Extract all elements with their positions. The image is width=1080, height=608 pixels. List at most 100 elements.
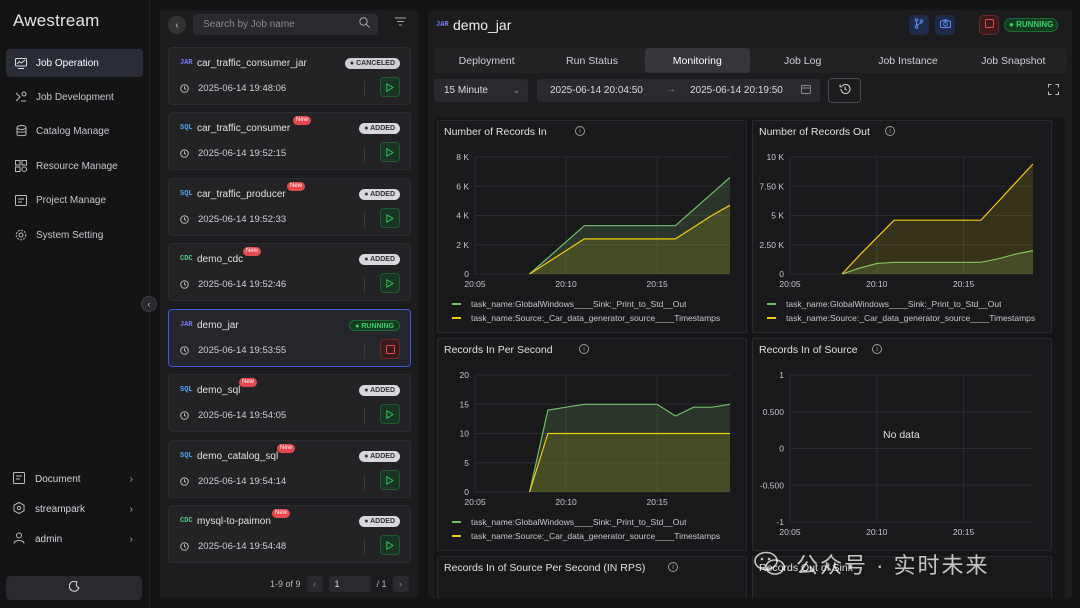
branch-button[interactable] xyxy=(909,15,929,35)
start-job-button[interactable] xyxy=(380,77,400,97)
stop-job-button[interactable] xyxy=(380,339,400,359)
job-card[interactable]: CDC demo_cdc New ● ADDED 2025-06-14 19:52:46 xyxy=(168,243,411,301)
new-badge: New xyxy=(272,509,291,518)
history-button[interactable] xyxy=(828,78,861,103)
status-badge: ● ADDED xyxy=(359,385,400,396)
chevron-right-icon: › xyxy=(129,503,133,515)
legend-swatch xyxy=(452,303,461,305)
pagination: 1-9 of 9 ‹ 1 / 1 › xyxy=(270,576,409,592)
clock-icon xyxy=(180,280,189,291)
y-tick-label: 0 xyxy=(464,269,469,279)
job-card[interactable]: CDC mysql-to-paimon New ● ADDED 2025-06-14 1… xyxy=(168,505,411,563)
fullscreen-button[interactable] xyxy=(1044,82,1062,100)
x-tick-label: 20:05 xyxy=(464,497,486,507)
search-box xyxy=(193,14,378,35)
legend-label: task_name:Source:_Car_data_generator_sou… xyxy=(786,313,1036,323)
start-job-button[interactable] xyxy=(380,208,400,228)
sidebar-collapse-button[interactable]: ‹ xyxy=(141,296,157,312)
job-card[interactable]: JAR car_traffic_consumer_jar ● CANCELED 202… xyxy=(168,47,411,105)
start-job-button[interactable] xyxy=(380,535,400,555)
x-tick-label: 20:15 xyxy=(953,527,975,537)
divider xyxy=(364,146,365,162)
job-type-tag: SQL xyxy=(180,386,193,394)
y-tick-label: 4 K xyxy=(456,211,469,221)
info-icon[interactable]: i xyxy=(872,344,882,354)
job-type-tag: SQL xyxy=(180,452,193,460)
code-icon xyxy=(15,91,27,103)
job-card[interactable]: SQL car_traffic_consumer New ● ADDED 2025-06… xyxy=(168,112,411,170)
stop-icon xyxy=(385,344,395,354)
stop-button[interactable] xyxy=(979,15,999,35)
sidebar-item-streampark[interactable]: streampark › xyxy=(6,497,143,521)
info-icon[interactable]: i xyxy=(668,562,678,572)
sidebar-item-catalog-manage[interactable]: Catalog Manage xyxy=(6,117,143,145)
x-tick-label: 20:15 xyxy=(647,279,669,289)
tab-job-instance[interactable]: Job Instance xyxy=(878,54,938,67)
prev-page-button[interactable]: ‹ xyxy=(306,576,323,592)
x-tick-label: 20:15 xyxy=(953,279,975,289)
search-icon[interactable] xyxy=(359,17,370,31)
job-card[interactable]: SQL car_traffic_producer New ● ADDED 2025-06… xyxy=(168,178,411,236)
job-time: 2025-06-14 19:54:14 xyxy=(198,476,287,487)
status-label: ADDED xyxy=(370,256,395,263)
sidebar-item-document[interactable]: Document › xyxy=(6,467,143,491)
sidebar-item-system-setting[interactable]: System Setting xyxy=(6,221,143,249)
back-button[interactable]: ‹ xyxy=(168,16,186,34)
info-icon[interactable]: i xyxy=(885,126,895,136)
next-page-button[interactable]: › xyxy=(392,576,409,592)
play-icon xyxy=(386,475,394,485)
sidebar-item-admin[interactable]: admin › xyxy=(6,527,143,551)
job-type-tag: CDC xyxy=(180,517,193,525)
sidebar-item-label: Document xyxy=(35,473,81,485)
panel-title: Records In of Source xyxy=(759,344,858,356)
series-area xyxy=(842,164,1033,274)
job-name: demo_sql xyxy=(197,385,241,396)
moon-icon xyxy=(68,580,80,595)
legend-item[interactable]: task_name:Source:_Car_data_generator_sou… xyxy=(767,313,1049,323)
tab-job-log[interactable]: Job Log xyxy=(783,54,822,67)
start-job-button[interactable] xyxy=(380,142,400,162)
legend-item[interactable]: task_name:GlobalWindows____Sink:_Print_t… xyxy=(452,517,686,527)
grid-icon xyxy=(15,160,27,172)
theme-toggle-button[interactable] xyxy=(6,576,142,600)
start-job-button[interactable] xyxy=(380,404,400,424)
time-range-select[interactable]: 15 Minute ⌄ xyxy=(434,79,528,102)
clock-icon xyxy=(180,346,189,357)
job-card[interactable]: SQL demo_sql New ● ADDED 2025-06-14 19:54:05 xyxy=(168,374,411,432)
tab-run-status[interactable]: Run Status xyxy=(566,54,618,67)
page-input[interactable]: 1 xyxy=(328,576,371,592)
job-card[interactable]: JAR demo_jar ● RUNNING 2025-06-14 19:53:55 xyxy=(168,309,411,367)
tab-monitoring[interactable]: Monitoring xyxy=(644,48,750,73)
legend-item[interactable]: task_name:Source:_Car_data_generator_sou… xyxy=(452,531,746,541)
clock-icon xyxy=(180,477,189,488)
status-badge: ● CANCELED xyxy=(344,58,400,69)
x-tick-label: 20:05 xyxy=(464,279,486,289)
job-search-input[interactable] xyxy=(203,19,353,30)
panel-records-in-per-second: Records In Per Second i 0 5 10 15 20 20:05 20:… xyxy=(437,338,747,551)
filter-icon[interactable] xyxy=(395,17,406,29)
tab-deployment[interactable]: Deployment xyxy=(458,54,515,67)
tab-job-snapshot[interactable]: Job Snapshot xyxy=(981,54,1046,67)
sidebar-item-job-development[interactable]: Job Development xyxy=(6,83,143,111)
info-icon[interactable]: i xyxy=(575,126,585,136)
sidebar-item-label: Catalog Manage xyxy=(36,125,110,137)
start-job-button[interactable] xyxy=(380,470,400,490)
legend-item[interactable]: task_name:Source:_Car_data_generator_sou… xyxy=(452,313,746,323)
sidebar-item-resource-manage[interactable]: Resource Manage xyxy=(6,152,143,180)
x-tick-label: 20:10 xyxy=(866,527,888,537)
date-range-picker[interactable]: 2025-06-14 20:04:50 → 2025-06-14 20:19:5… xyxy=(537,79,820,102)
legend-item[interactable]: task_name:GlobalWindows____Sink:_Print_t… xyxy=(767,299,1001,309)
job-card[interactable]: SQL demo_catalog_sql New ● ADDED 2025-06-14 … xyxy=(168,440,411,498)
start-job-button[interactable] xyxy=(380,273,400,293)
panel-title: Records In Per Second xyxy=(444,344,553,356)
snapshot-button[interactable] xyxy=(935,15,955,35)
sidebar-item-job-operation[interactable]: Job Operation xyxy=(6,49,143,77)
play-icon xyxy=(386,147,394,157)
user-icon xyxy=(13,532,25,547)
job-time: 2025-06-14 19:52:46 xyxy=(198,279,287,290)
legend-item[interactable]: task_name:GlobalWindows____Sink:_Print_t… xyxy=(452,299,686,309)
clock-icon xyxy=(180,149,189,160)
sidebar-item-project-manage[interactable]: Project Manage xyxy=(6,186,143,214)
sidebar-item-label: Job Operation xyxy=(36,57,99,69)
info-icon[interactable]: i xyxy=(579,344,589,354)
